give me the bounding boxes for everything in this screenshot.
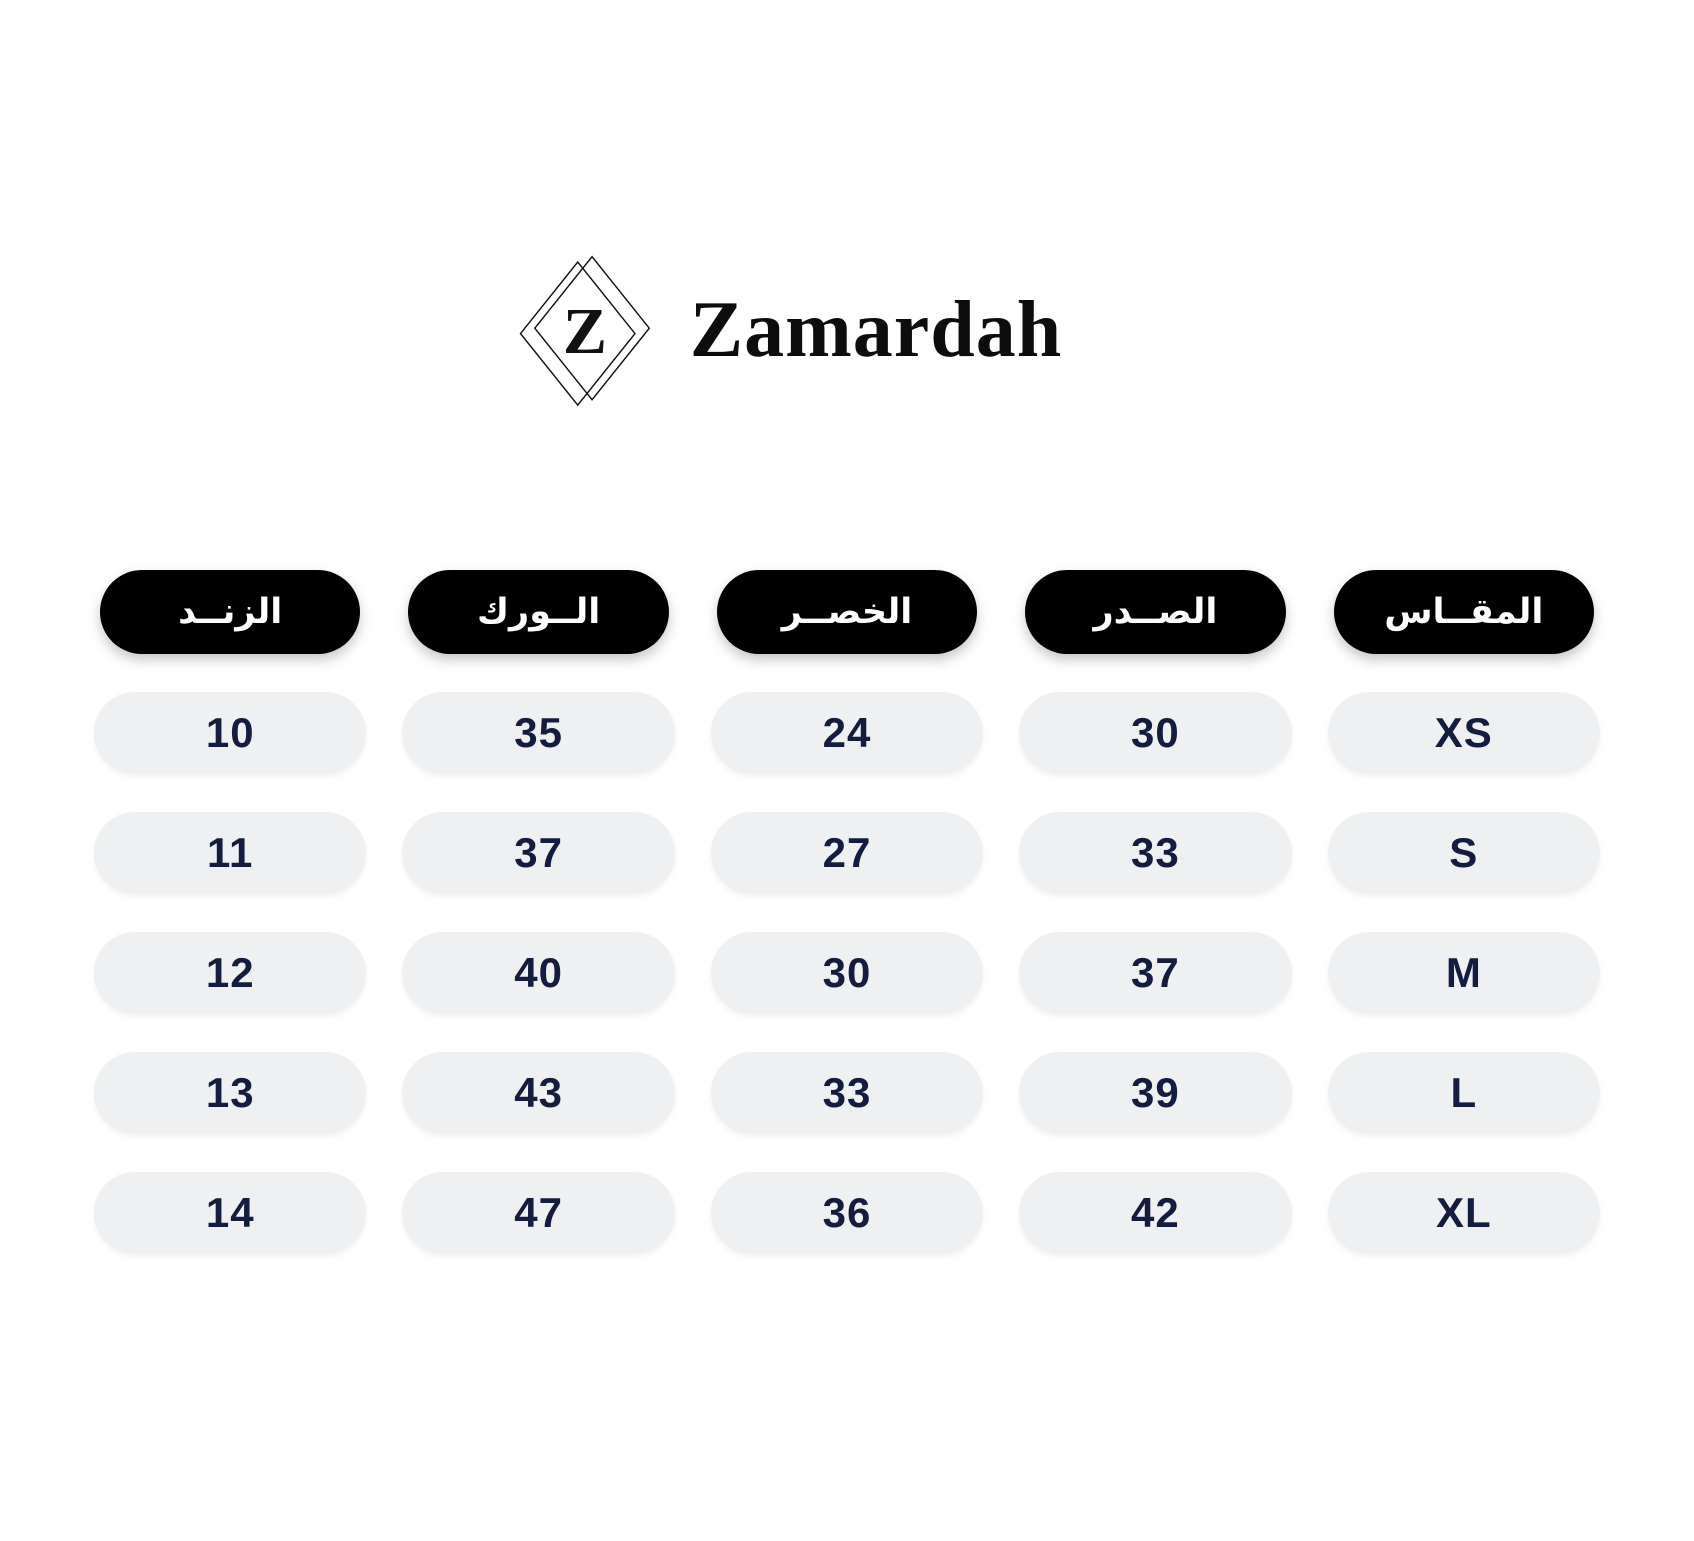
cell-hip-s: 37	[402, 812, 675, 894]
cell-size-xl: XL	[1327, 1172, 1600, 1254]
cell-chest-m: 37	[1019, 932, 1292, 1014]
cell-hip-l: 43	[402, 1052, 675, 1134]
cell-waist-xl: 36	[710, 1172, 984, 1254]
column-header-wrist: الزنــد	[100, 570, 361, 654]
cell-wrist-l: 13	[94, 1052, 367, 1134]
cell-chest-xl: 42	[1019, 1172, 1292, 1254]
brand-logo-monogram: Z	[563, 295, 607, 368]
cell-size-xs: XS	[1327, 692, 1600, 774]
column-header-hip: الــورك	[408, 570, 669, 654]
cell-size-s: S	[1327, 812, 1600, 894]
column-header-waist: الخصــر	[716, 570, 978, 654]
brand-name: Zamardah	[689, 286, 1063, 374]
column-header-chest: الصــدر	[1025, 570, 1286, 654]
cell-chest-s: 33	[1019, 812, 1292, 894]
cell-hip-m: 40	[402, 932, 675, 1014]
cell-hip-xs: 35	[402, 692, 675, 774]
cell-wrist-m: 12	[94, 932, 367, 1014]
size-chart-table: المقــاس الصــدر الخصــر الــورك الزنــد…	[94, 570, 1600, 1254]
cell-waist-s: 27	[710, 812, 984, 894]
brand-header: Z Zamardah	[0, 248, 1632, 412]
cell-wrist-xl: 14	[94, 1172, 367, 1254]
cell-waist-l: 33	[710, 1052, 984, 1134]
cell-chest-l: 39	[1019, 1052, 1292, 1134]
cell-hip-xl: 47	[402, 1172, 675, 1254]
cell-waist-m: 30	[710, 932, 984, 1014]
cell-size-l: L	[1327, 1052, 1600, 1134]
cell-size-m: M	[1327, 932, 1600, 1014]
cell-chest-xs: 30	[1019, 692, 1292, 774]
cell-waist-xs: 24	[710, 692, 984, 774]
brand-logo-diamond-icon: Z	[508, 249, 660, 411]
column-header-size: المقــاس	[1333, 570, 1594, 654]
cell-wrist-xs: 10	[94, 692, 367, 774]
cell-wrist-s: 11	[94, 812, 367, 894]
